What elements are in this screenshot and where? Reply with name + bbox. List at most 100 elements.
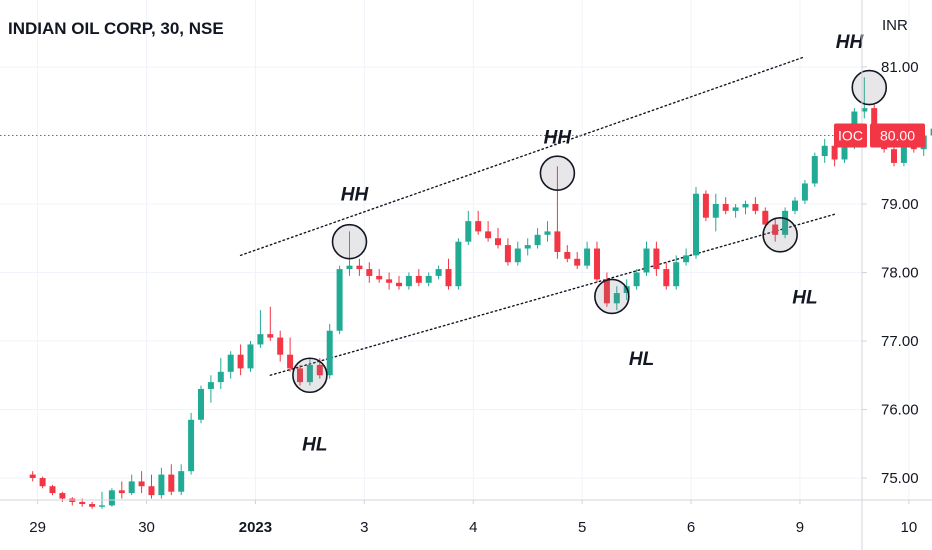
candle[interactable]	[594, 241, 600, 283]
candle[interactable]	[742, 200, 749, 215]
candle[interactable]	[712, 193, 719, 232]
candle[interactable]	[138, 471, 145, 494]
ticker-badge-label: IOC	[838, 128, 863, 144]
candle[interactable]	[128, 474, 135, 496]
candle[interactable]	[366, 262, 373, 283]
y-tick-label: 79.00	[881, 196, 919, 213]
candle-body	[59, 493, 66, 499]
candle[interactable]	[613, 286, 620, 311]
candle[interactable]	[861, 77, 868, 119]
candle[interactable]	[801, 180, 808, 204]
candle[interactable]	[425, 272, 432, 287]
candle[interactable]	[683, 248, 690, 266]
candle[interactable]	[306, 358, 313, 386]
annotation-label-hh: HH	[544, 128, 573, 149]
candle[interactable]	[465, 210, 472, 246]
candle-body	[574, 258, 581, 266]
candle-body	[297, 368, 303, 383]
candle[interactable]	[693, 186, 699, 259]
candle[interactable]	[257, 310, 264, 348]
candle[interactable]	[49, 484, 56, 496]
candle-body	[267, 334, 274, 338]
candle[interactable]	[207, 375, 214, 403]
candle[interactable]	[524, 238, 531, 256]
candle[interactable]	[554, 166, 561, 259]
candle[interactable]	[376, 269, 383, 283]
candle[interactable]	[485, 221, 492, 242]
candle[interactable]	[792, 197, 798, 215]
candle[interactable]	[475, 210, 482, 235]
candle[interactable]	[178, 464, 185, 496]
candle[interactable]	[574, 251, 581, 270]
candle[interactable]	[702, 190, 709, 222]
candle[interactable]	[603, 272, 610, 307]
candle[interactable]	[732, 204, 739, 218]
candle-body	[99, 505, 105, 507]
candle[interactable]	[198, 385, 204, 424]
candle-body	[930, 128, 932, 136]
candle[interactable]	[504, 238, 511, 266]
candle[interactable]	[247, 341, 254, 372]
annotation-label-hl: HL	[629, 349, 654, 370]
candle[interactable]	[118, 481, 125, 499]
candle[interactable]	[564, 245, 571, 263]
candle[interactable]	[405, 272, 412, 290]
candle[interactable]	[89, 501, 96, 509]
last-price-badge[interactable]: IOC 80.00	[834, 123, 925, 148]
candle[interactable]	[673, 255, 680, 290]
candle[interactable]	[495, 227, 501, 249]
candle-body	[29, 474, 36, 478]
annotation-label-hl: HL	[302, 435, 327, 456]
candle-body	[396, 282, 402, 287]
candle[interactable]	[415, 269, 422, 287]
candle[interactable]	[821, 138, 828, 163]
candle[interactable]	[227, 351, 234, 379]
candle[interactable]	[168, 464, 175, 496]
candle[interactable]	[435, 265, 442, 280]
candle[interactable]	[356, 258, 363, 276]
candle-body	[79, 501, 86, 505]
candle[interactable]	[752, 197, 759, 215]
candle[interactable]	[297, 364, 303, 386]
candle[interactable]	[39, 476, 46, 489]
candle[interactable]	[346, 231, 353, 276]
candle[interactable]	[455, 238, 462, 290]
candle[interactable]	[762, 207, 769, 228]
candle[interactable]	[514, 241, 521, 266]
candle[interactable]	[653, 241, 660, 276]
candle-body	[722, 204, 729, 211]
candle[interactable]	[811, 152, 818, 187]
candle[interactable]	[217, 358, 224, 389]
candle[interactable]	[633, 269, 640, 290]
candle-body	[495, 238, 501, 246]
candle[interactable]	[237, 344, 244, 376]
candle[interactable]	[188, 412, 195, 475]
candle[interactable]	[148, 474, 155, 499]
candle[interactable]	[930, 125, 932, 142]
candle[interactable]	[396, 275, 402, 290]
candle[interactable]	[158, 467, 165, 499]
candle[interactable]	[267, 306, 274, 341]
candle[interactable]	[584, 241, 591, 270]
candle[interactable]	[643, 241, 650, 276]
candle[interactable]	[663, 262, 670, 290]
candle[interactable]	[386, 272, 393, 290]
candle-body	[891, 149, 897, 163]
candle[interactable]	[287, 337, 294, 372]
annotation-circle-hl-3	[292, 357, 328, 394]
candle[interactable]	[544, 221, 551, 242]
candle[interactable]	[722, 197, 729, 215]
candle[interactable]	[108, 488, 115, 507]
candle[interactable]	[277, 330, 284, 362]
candle-body	[148, 486, 155, 496]
candle[interactable]	[445, 258, 452, 290]
grid	[0, 0, 910, 500]
candle[interactable]	[336, 265, 343, 335]
candle[interactable]	[782, 207, 789, 239]
candle[interactable]	[326, 323, 333, 379]
candle[interactable]	[534, 227, 541, 249]
candle-body	[772, 224, 779, 235]
candle[interactable]	[772, 217, 779, 242]
candle[interactable]	[29, 471, 36, 482]
